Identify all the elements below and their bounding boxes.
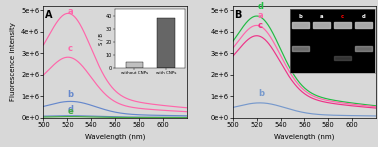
Text: B: B <box>234 10 241 20</box>
Text: c: c <box>67 44 72 53</box>
X-axis label: Wavelength (nm): Wavelength (nm) <box>85 133 146 140</box>
Text: A: A <box>45 10 52 20</box>
Text: d: d <box>258 2 264 11</box>
X-axis label: Wavelength (nm): Wavelength (nm) <box>274 133 335 140</box>
Text: b: b <box>67 90 73 99</box>
Text: b: b <box>258 89 264 98</box>
Text: a: a <box>258 11 263 20</box>
Text: c: c <box>258 21 263 30</box>
Text: a: a <box>67 7 73 16</box>
Text: e: e <box>67 107 73 116</box>
Text: d: d <box>67 105 73 114</box>
Y-axis label: Fluorescence intensity: Fluorescence intensity <box>9 22 15 101</box>
